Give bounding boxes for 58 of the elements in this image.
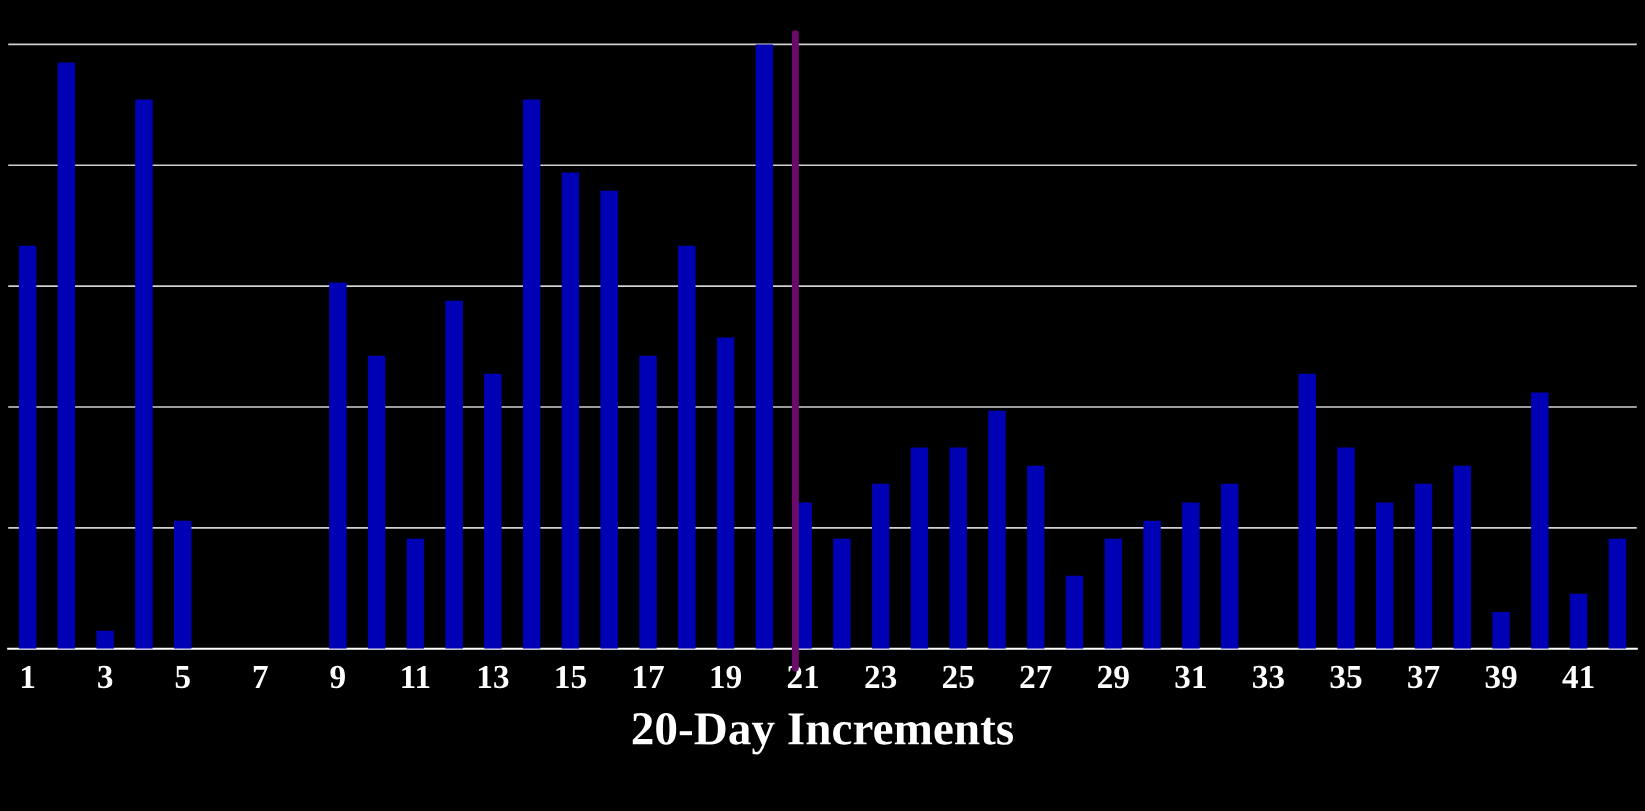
bar — [561, 172, 580, 649]
bar — [1608, 538, 1627, 649]
bar — [910, 447, 929, 649]
bar — [522, 99, 541, 649]
x-tick-label: 1 — [21, 665, 35, 688]
x-tick-label: 19 — [711, 665, 742, 689]
x-tick-label: 7 — [253, 666, 268, 688]
bar — [678, 245, 696, 649]
bar — [1337, 447, 1355, 649]
x-tick-label: 27 — [1020, 665, 1052, 688]
x-axis-title: 20-Day Increments — [632, 712, 1014, 755]
bar — [329, 282, 347, 649]
bar — [484, 373, 502, 649]
bar — [1220, 483, 1239, 649]
x-tick-label: 33 — [1253, 665, 1284, 689]
x-tick-label: 39 — [1485, 665, 1517, 689]
x-tick-label: 15 — [556, 665, 586, 689]
bar — [949, 447, 967, 649]
x-tick-label: 23 — [865, 665, 897, 689]
x-tick-label: 9 — [330, 665, 345, 689]
bar — [988, 410, 1006, 649]
bar — [716, 337, 735, 649]
bar — [173, 520, 192, 649]
x-tick-label: 41 — [1562, 665, 1594, 688]
bar — [18, 245, 37, 649]
bar — [1376, 502, 1394, 649]
bar — [833, 538, 851, 649]
x-tick-label: 17 — [634, 665, 664, 688]
bar — [1143, 520, 1161, 649]
bar — [1104, 538, 1123, 649]
bar — [57, 62, 76, 649]
x-tick-label: 35 — [1330, 665, 1362, 689]
bar — [1569, 593, 1588, 649]
bar — [367, 355, 386, 649]
x-tick-label: 37 — [1408, 665, 1440, 689]
x-tick-label: 3 — [98, 665, 113, 689]
bar — [445, 300, 463, 649]
bar — [871, 483, 890, 649]
bar — [600, 190, 618, 649]
bar — [1453, 465, 1472, 649]
bar — [1182, 502, 1200, 649]
bar — [406, 538, 425, 649]
bar — [135, 99, 153, 649]
x-tick-label: 13 — [478, 665, 509, 689]
bar — [755, 44, 774, 649]
x-tick-label: 31 — [1175, 665, 1206, 689]
bar — [96, 630, 114, 649]
bar — [1065, 575, 1084, 649]
bar — [1531, 392, 1549, 649]
bar — [1027, 465, 1045, 649]
bar — [1492, 611, 1510, 649]
bar — [1298, 373, 1316, 649]
bar — [639, 355, 657, 649]
x-tick-label: 5 — [175, 666, 190, 689]
bar — [1414, 483, 1433, 649]
x-tick-label: 25 — [942, 665, 974, 689]
x-tick-label: 29 — [1098, 665, 1129, 689]
x-tick-label: 11 — [402, 665, 430, 688]
